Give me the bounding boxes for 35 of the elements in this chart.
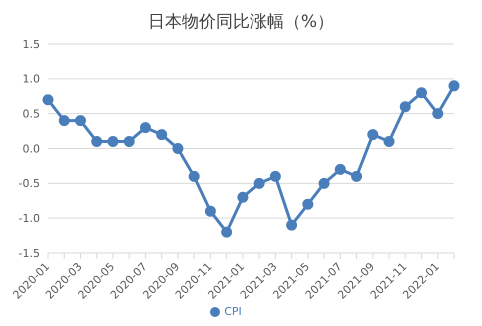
point xyxy=(367,129,378,140)
y-tick-label: 0.0 xyxy=(22,142,40,156)
point xyxy=(107,136,118,148)
point xyxy=(221,226,232,238)
point xyxy=(351,170,362,182)
chart-title: 日本物价同比涨幅（%） xyxy=(146,11,336,34)
point xyxy=(334,164,346,175)
point xyxy=(400,101,411,112)
point xyxy=(172,143,184,154)
y-tick-label: -1.5 xyxy=(18,246,40,260)
y-tick-label: 1.5 xyxy=(22,38,40,51)
point xyxy=(448,80,460,92)
point xyxy=(124,136,135,148)
point xyxy=(270,170,281,182)
point xyxy=(237,192,248,203)
point xyxy=(302,198,314,210)
point xyxy=(74,115,86,126)
point xyxy=(140,122,151,134)
point xyxy=(91,136,102,148)
y-tick-label: -0.5 xyxy=(18,177,40,190)
point xyxy=(254,178,265,189)
point xyxy=(42,94,54,106)
y-tick-label: 0.5 xyxy=(22,108,40,121)
point xyxy=(318,178,330,189)
y-tick-label: 1.0 xyxy=(22,72,40,86)
legend-label: CPI xyxy=(224,305,242,318)
point xyxy=(286,220,298,231)
point xyxy=(432,108,444,120)
point xyxy=(416,87,428,98)
point xyxy=(58,115,70,126)
y-tick-label: -1.0 xyxy=(18,212,40,226)
point xyxy=(156,129,168,140)
point xyxy=(204,206,216,217)
point xyxy=(188,170,200,182)
point xyxy=(384,136,395,148)
